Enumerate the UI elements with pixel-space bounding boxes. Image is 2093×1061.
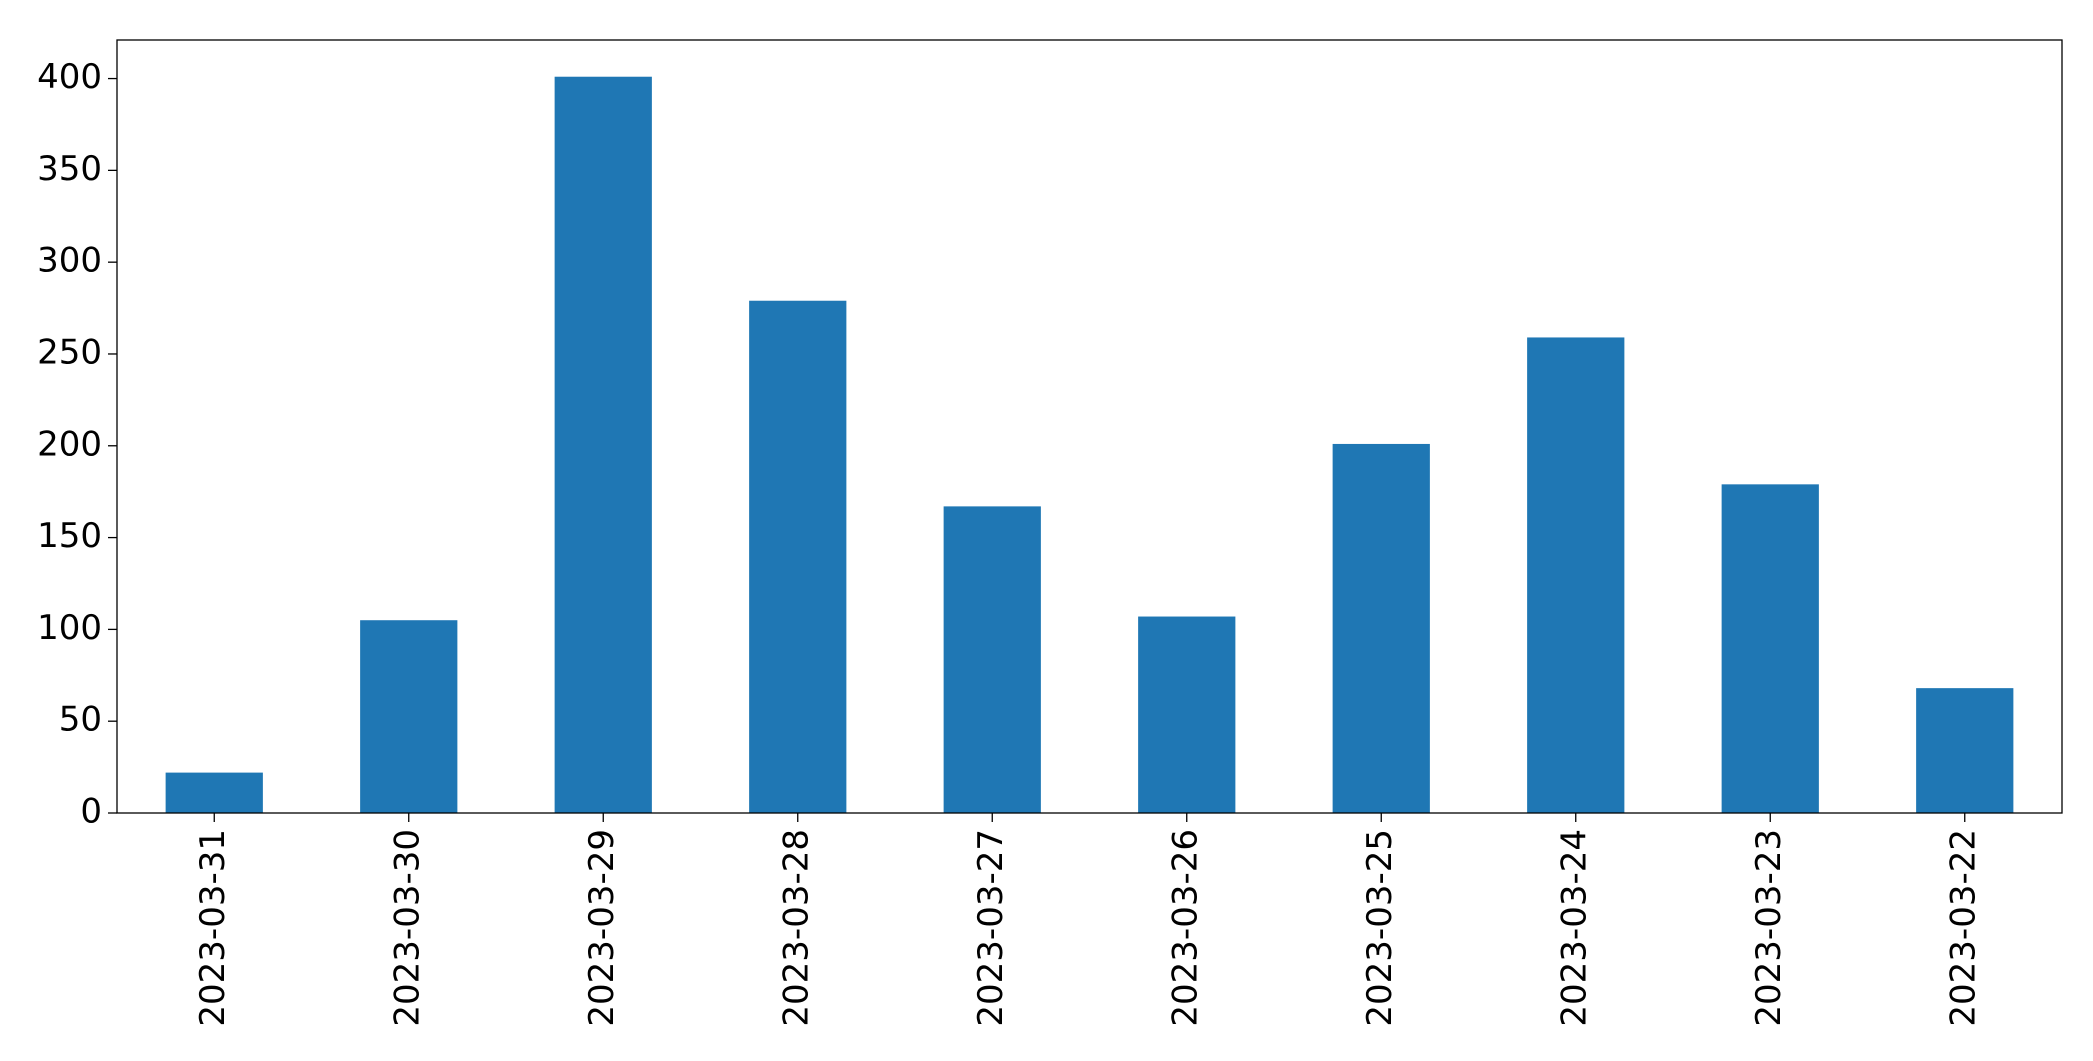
bar	[1527, 337, 1625, 813]
bar	[360, 620, 458, 813]
x-tick-label: 2023-03-31	[193, 829, 233, 1027]
y-tick-label: 0	[80, 792, 102, 832]
bar	[1138, 616, 1236, 813]
y-tick-label: 250	[37, 332, 102, 372]
y-tick-label: 200	[37, 424, 102, 464]
plot-frame	[116, 39, 2063, 814]
bar	[1721, 484, 1819, 813]
bar	[165, 772, 263, 813]
bar	[943, 506, 1041, 813]
x-tick-label: 2023-03-28	[776, 829, 816, 1027]
x-tick-label: 2023-03-27	[971, 829, 1011, 1027]
bar	[749, 300, 847, 814]
y-tick-label: 300	[37, 241, 102, 281]
x-tick-label: 2023-03-25	[1360, 829, 1400, 1027]
x-tick-label: 2023-03-30	[387, 829, 427, 1027]
bar	[554, 76, 652, 813]
x-tick-label: 2023-03-29	[582, 829, 622, 1027]
x-tick-label: 2023-03-24	[1554, 829, 1594, 1027]
x-tick-label: 2023-03-22	[1943, 829, 1983, 1027]
y-tick-label: 150	[37, 516, 102, 556]
y-tick-label: 100	[37, 608, 102, 648]
x-tick-label: 2023-03-26	[1165, 829, 1205, 1027]
y-tick-label: 50	[59, 700, 102, 740]
bar	[1332, 443, 1430, 813]
bar	[1916, 688, 2014, 813]
y-tick-label: 400	[37, 57, 102, 97]
y-tick-label: 350	[37, 149, 102, 189]
x-tick-label: 2023-03-23	[1749, 829, 1789, 1027]
